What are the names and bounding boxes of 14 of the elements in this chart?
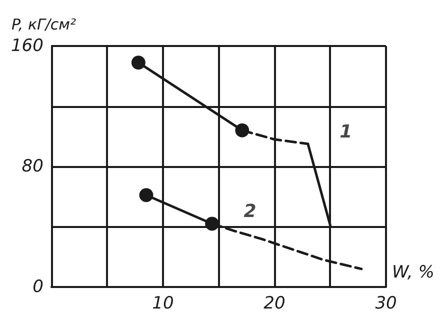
y-tick-label: 80 [22, 156, 44, 176]
point [131, 56, 146, 70]
x-axis-title: W, % [392, 262, 434, 282]
y-tick-label: 160 [10, 36, 44, 56]
point [235, 123, 250, 138]
annotation: 2 [244, 201, 256, 222]
y-axis-title: P, кГ/см² [11, 16, 76, 34]
annotation: 1 [340, 121, 352, 142]
point [139, 188, 154, 202]
x-tick-label: 30 [375, 294, 397, 314]
x-tick-label: 20 [264, 294, 286, 314]
point [205, 216, 220, 231]
y-tick-label: 0 [32, 277, 44, 297]
x-tick-label: 10 [152, 294, 174, 314]
